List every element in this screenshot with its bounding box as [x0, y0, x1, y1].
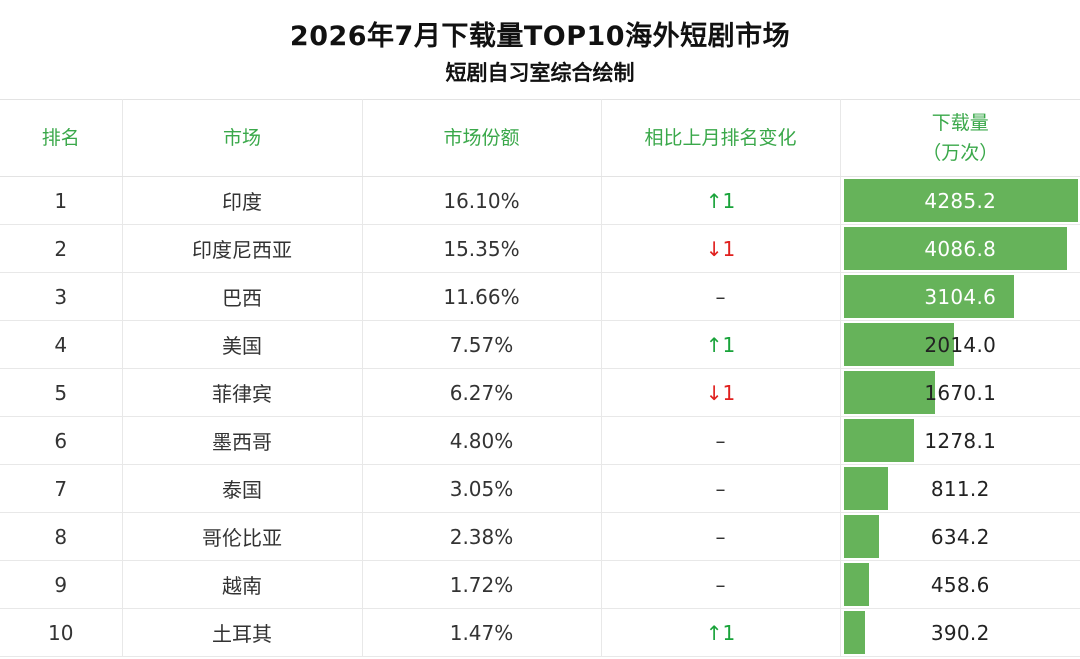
- downloads-value: 4285.2: [924, 188, 997, 213]
- market-cell: 墨西哥: [122, 416, 363, 465]
- table-row: 10 土耳其 1.47% ↑1 390.2: [0, 608, 1080, 657]
- market-cell: 菲律宾: [122, 368, 363, 417]
- rank-cell: 4: [0, 320, 123, 369]
- table-row: 8 哥伦比亚 2.38% – 634.2: [0, 512, 1080, 561]
- rank-change-cell: –: [601, 512, 841, 561]
- downloads-cell: 3104.6: [840, 272, 1080, 321]
- ranking-table: 排名 市场 市场份额 相比上月排名变化 下载量 （万次） 1 印度 16.10% ↑1…: [0, 99, 1080, 657]
- rank-change-cell: ↑1: [601, 176, 841, 225]
- rank-change-cell: ↑1: [601, 320, 841, 369]
- rank-cell: 6: [0, 416, 123, 465]
- share-cell: 2.38%: [362, 512, 602, 561]
- downloads-value: 390.2: [930, 620, 990, 645]
- downloads-value: 3104.6: [924, 284, 997, 309]
- downloads-cell: 1278.1: [840, 416, 1080, 465]
- downloads-cell: 2014.0: [840, 320, 1080, 369]
- downloads-cell: 634.2: [840, 512, 1080, 561]
- table-row: 3 巴西 11.66% – 3104.6: [0, 272, 1080, 321]
- share-cell: 1.47%: [362, 608, 602, 657]
- rank-cell: 10: [0, 608, 123, 657]
- downloads-cell: 4086.8: [840, 224, 1080, 273]
- table-row: 5 菲律宾 6.27% ↓1 1670.1: [0, 368, 1080, 417]
- downloads-value: 634.2: [930, 524, 990, 549]
- downloads-value: 458.6: [930, 572, 990, 597]
- share-cell: 4.80%: [362, 416, 602, 465]
- share-cell: 11.66%: [362, 272, 602, 321]
- share-cell: 3.05%: [362, 464, 602, 513]
- downloads-bar: [843, 227, 1067, 270]
- rank-cell: 9: [0, 560, 123, 609]
- downloads-bar: [843, 179, 1078, 222]
- downloads-bar: [843, 515, 879, 558]
- rank-cell: 2: [0, 224, 123, 273]
- market-cell: 美国: [122, 320, 363, 369]
- table-body: 1 印度 16.10% ↑1 4285.2 2 印度尼西亚 15.35% ↓1 4086.8 3 巴西…: [0, 176, 1080, 657]
- downloads-value: 811.2: [930, 476, 990, 501]
- downloads-value: 1278.1: [924, 428, 997, 453]
- downloads-cell: 4285.2: [840, 176, 1080, 225]
- chart-subtitle: 短剧自习室综合绘制: [445, 61, 635, 85]
- downloads-bar: [843, 419, 914, 462]
- market-cell: 巴西: [122, 272, 363, 321]
- downloads-cell: 390.2: [840, 608, 1080, 657]
- market-cell: 印度: [122, 176, 363, 225]
- downloads-bar: [843, 371, 935, 414]
- table-row: 6 墨西哥 4.80% – 1278.1: [0, 416, 1080, 465]
- downloads-cell: 458.6: [840, 560, 1080, 609]
- header-row: 排名 市场 市场份额 相比上月排名变化 下载量 （万次）: [0, 99, 1080, 177]
- rank-cell: 8: [0, 512, 123, 561]
- rank-change-cell: –: [601, 416, 841, 465]
- rank-change-cell: –: [601, 560, 841, 609]
- share-cell: 15.35%: [362, 224, 602, 273]
- header-market: 市场: [122, 99, 363, 177]
- header-share: 市场份额: [362, 99, 602, 177]
- share-cell: 1.72%: [362, 560, 602, 609]
- table-row: 7 泰国 3.05% – 811.2: [0, 464, 1080, 513]
- downloads-bar: [843, 563, 869, 606]
- rank-change-cell: –: [601, 464, 841, 513]
- table-row: 9 越南 1.72% – 458.6: [0, 560, 1080, 609]
- downloads-bar: [843, 611, 865, 654]
- rank-cell: 5: [0, 368, 123, 417]
- downloads-bar: [843, 467, 888, 510]
- market-cell: 哥伦比亚: [122, 512, 363, 561]
- table-row: 2 印度尼西亚 15.35% ↓1 4086.8: [0, 224, 1080, 273]
- chart-title: 2026年7月下载量TOP10海外短剧市场: [289, 21, 791, 52]
- rank-cell: 3: [0, 272, 123, 321]
- downloads-bar: [843, 275, 1014, 318]
- downloads-bar: [843, 323, 954, 366]
- rank-change-cell: ↓1: [601, 224, 841, 273]
- market-cell: 土耳其: [122, 608, 363, 657]
- header-downloads: 下载量 （万次）: [840, 99, 1080, 177]
- market-cell: 越南: [122, 560, 363, 609]
- downloads-value: 4086.8: [924, 236, 997, 261]
- downloads-value: 1670.1: [924, 380, 997, 405]
- downloads-cell: 811.2: [840, 464, 1080, 513]
- share-cell: 6.27%: [362, 368, 602, 417]
- rank-change-cell: ↓1: [601, 368, 841, 417]
- table-row: 1 印度 16.10% ↑1 4285.2: [0, 176, 1080, 225]
- rank-change-cell: ↑1: [601, 608, 841, 657]
- share-cell: 16.10%: [362, 176, 602, 225]
- rank-cell: 1: [0, 176, 123, 225]
- market-cell: 印度尼西亚: [122, 224, 363, 273]
- header-rank-change: 相比上月排名变化: [601, 99, 841, 177]
- downloads-value: 2014.0: [924, 332, 997, 357]
- rank-change-cell: –: [601, 272, 841, 321]
- market-cell: 泰国: [122, 464, 363, 513]
- downloads-cell: 1670.1: [840, 368, 1080, 417]
- header-rank: 排名: [0, 99, 123, 177]
- share-cell: 7.57%: [362, 320, 602, 369]
- title-area: 2026年7月下载量TOP10海外短剧市场 短剧自习室综合绘制: [0, 0, 1080, 100]
- rank-cell: 7: [0, 464, 123, 513]
- table-row: 4 美国 7.57% ↑1 2014.0: [0, 320, 1080, 369]
